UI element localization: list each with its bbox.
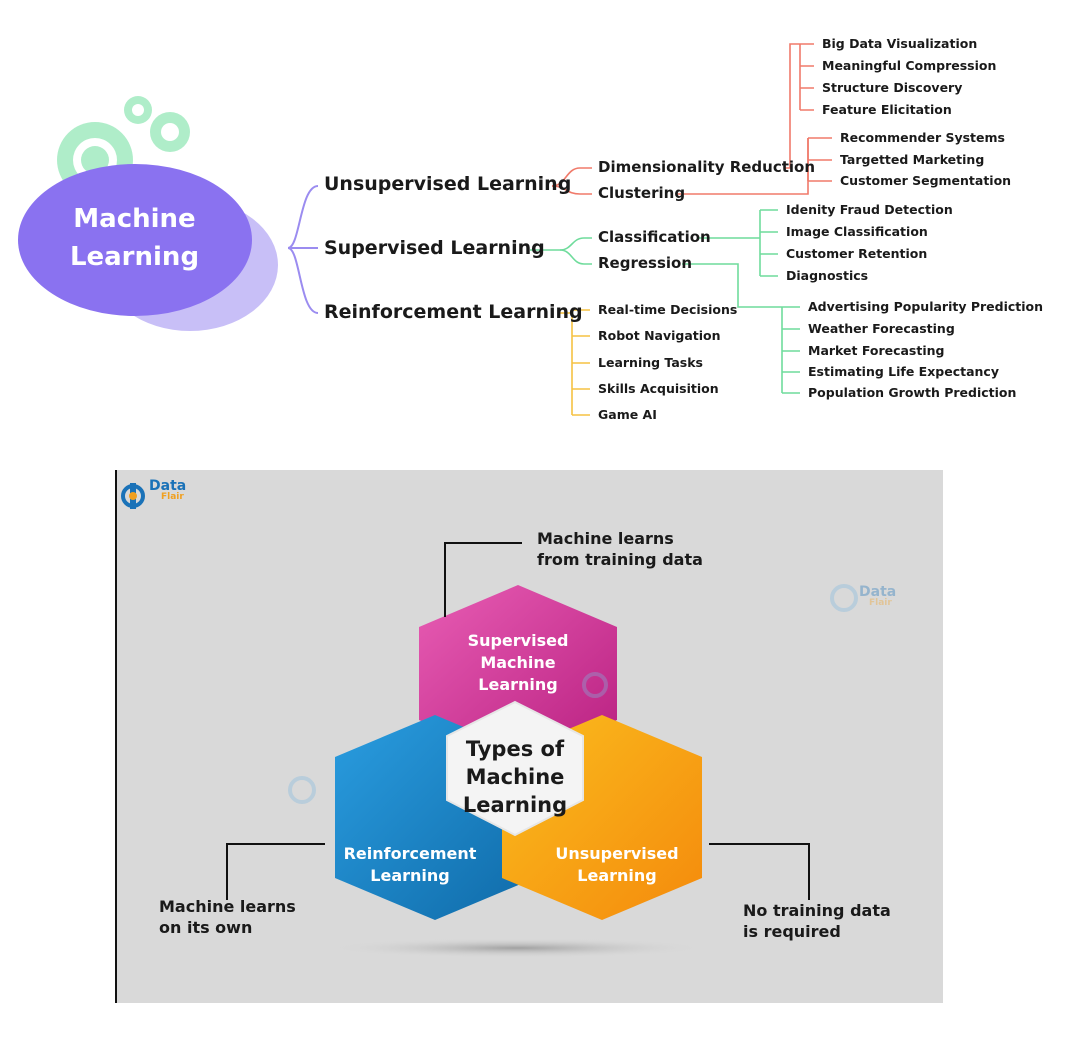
supervised-label: Supervised Machine Learning [438, 630, 598, 696]
reinforcement-label: Reinforcement Learning [335, 843, 485, 887]
note-right-line2: is required [743, 922, 841, 941]
leaf: Game AI [598, 407, 657, 422]
leaf: Advertising Popularity Prediction [808, 299, 1044, 314]
leaf: Image Classification [786, 224, 928, 239]
reinforcement-line2: Learning [370, 866, 450, 885]
leaf: Customer Retention [786, 246, 928, 261]
leaf: Real-time Decisions [598, 302, 738, 317]
note-top: Machine learns from training data [537, 528, 703, 570]
note-top-line1: Machine learns [537, 529, 674, 548]
leaf: Learning Tasks [598, 355, 703, 370]
logo-text: Data [149, 478, 187, 494]
leaf: Customer Segmentation [840, 173, 1012, 188]
supervised-line1: Supervised [467, 631, 569, 650]
leaf: Market Forecasting [808, 343, 945, 358]
branch-reinforcement: Reinforcement Learning [324, 301, 583, 323]
note-left-line1: Machine learns [159, 897, 296, 916]
unsupervised-line2: Learning [577, 866, 657, 885]
mind-map: Machine Learning Unsupervised Learning S… [0, 0, 1088, 440]
leaf: Meaningful Compression [822, 58, 997, 73]
mind-map-connectors [18, 43, 832, 416]
leaf: Population Growth Prediction [808, 385, 1017, 400]
leaf: Recommender Systems [840, 130, 1005, 145]
watermark-subtext: Flair [869, 598, 892, 608]
unsupervised-label: Unsupervised Learning [542, 843, 692, 887]
leaf: Big Data Visualization [822, 36, 978, 51]
root-label-line1: Machine [73, 204, 196, 234]
dataflair-logo-icon [121, 483, 145, 509]
panel-left-border [115, 470, 117, 1003]
center-hexagon [446, 700, 584, 837]
root-label: Machine Learning [62, 200, 207, 276]
root-label-line2: Learning [69, 242, 200, 272]
logo-subtext: Flair [161, 492, 184, 502]
node-dimensionality-reduction: Dimensionality Reduction [598, 158, 816, 176]
center-line1: Types of [465, 737, 565, 761]
leaf: Robot Navigation [598, 328, 721, 343]
leaf: Estimating Life Expectancy [808, 364, 999, 379]
root-blob [18, 164, 252, 316]
note-left-line2: on its own [159, 918, 253, 937]
leaf: Structure Discovery [822, 80, 963, 95]
center-line2: Machine [465, 765, 565, 789]
note-left: Machine learns on its own [159, 896, 296, 938]
watermark-logo-icon [288, 584, 858, 804]
note-top-line2: from training data [537, 550, 703, 569]
leaf: Idenity Fraud Detection [786, 202, 953, 217]
supervised-line3: Learning [478, 675, 558, 694]
branch-supervised: Supervised Learning [324, 237, 545, 259]
floor-shadow [327, 938, 707, 958]
top-note-connector [444, 542, 522, 617]
leaf: Skills Acquisition [598, 381, 719, 396]
node-regression: Regression [598, 254, 693, 272]
supervised-hexagon [419, 585, 617, 762]
node-classification: Classification [598, 228, 711, 246]
hexagon-diagram [121, 483, 858, 958]
center-line3: Learning [462, 793, 568, 817]
reinforcement-line1: Reinforcement [343, 844, 477, 863]
center-label: Types of Machine Learning [447, 735, 583, 819]
leaf: Diagnostics [786, 268, 869, 283]
leaf: Targetted Marketing [840, 152, 985, 167]
branch-unsupervised: Unsupervised Learning [324, 173, 572, 195]
supervised-line2: Machine [480, 653, 556, 672]
leaf: Feature Elicitation [822, 102, 952, 117]
note-right: No training data is required [743, 900, 891, 942]
leaf: Weather Forecasting [808, 321, 955, 336]
right-note-connector [709, 843, 810, 900]
note-right-line1: No training data [743, 901, 891, 920]
unsupervised-line1: Unsupervised [555, 844, 679, 863]
left-note-connector [226, 843, 325, 900]
hexagon-diagram-panel: Data Flair Data Flair Machine learns fro… [117, 470, 943, 1003]
watermark-text: Data [859, 584, 897, 600]
node-clustering: Clustering [598, 184, 686, 202]
